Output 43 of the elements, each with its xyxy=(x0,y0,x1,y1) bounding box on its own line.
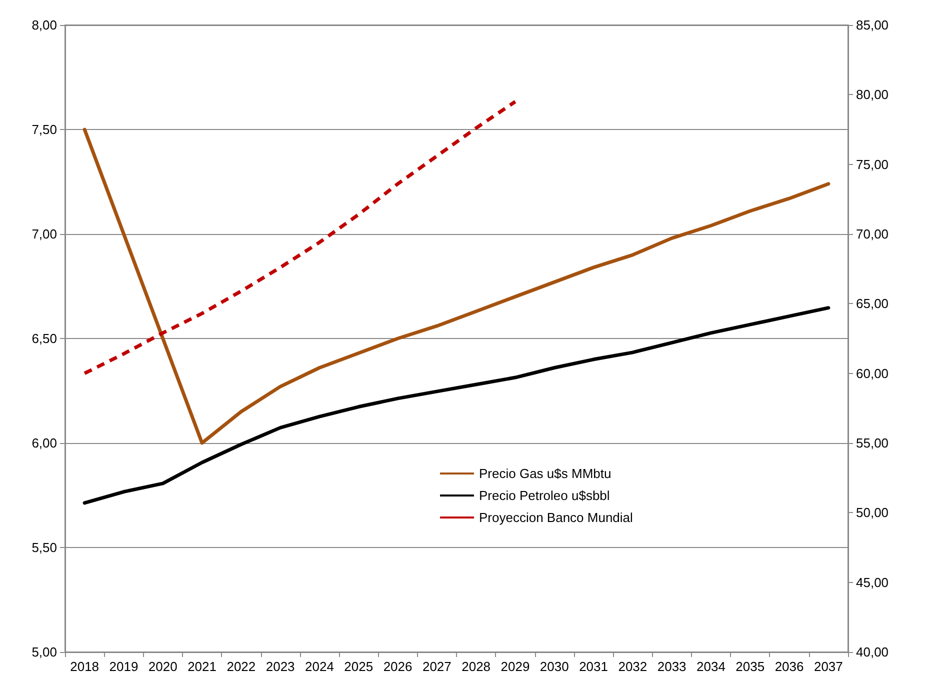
legend-label: Precio Gas u$s MMbtu xyxy=(479,466,612,481)
x-tick-label: 2023 xyxy=(266,659,295,674)
x-tick-label: 2028 xyxy=(462,659,491,674)
x-tick-label: 2025 xyxy=(344,659,374,674)
line-series xyxy=(82,306,830,505)
x-tick-label: 2032 xyxy=(618,659,648,674)
legend-label: Proyeccion Banco Mundial xyxy=(479,510,634,525)
y2-tick-label: 50,00 xyxy=(856,505,889,520)
x-tick-label: 2018 xyxy=(70,659,100,674)
y-tick-label: 6,00 xyxy=(32,436,57,450)
x-tick-label: 2021 xyxy=(188,659,216,674)
line-series xyxy=(82,100,517,376)
x-tick-label: 2027 xyxy=(422,659,452,674)
line-series xyxy=(82,128,830,445)
x-tick-label: 2037 xyxy=(814,659,843,674)
y-tick-label: 7,00 xyxy=(32,226,57,242)
x-tick-label: 2029 xyxy=(500,659,530,674)
x-tick-label: 2024 xyxy=(305,659,334,674)
x-tick-label: 2030 xyxy=(540,659,569,674)
x-tick-label: 2020 xyxy=(148,659,178,674)
y2-tick-label: 85,00 xyxy=(856,18,889,32)
y2-tick-label: 55,00 xyxy=(856,436,889,450)
x-tick-label: 2022 xyxy=(226,659,256,674)
x-tick-label: 2036 xyxy=(774,659,804,674)
y2-tick-label: 60,00 xyxy=(856,366,889,381)
y2-tick-label: 40,00 xyxy=(856,644,889,660)
legend-label: Precio Petroleo u$sbbl xyxy=(479,488,610,503)
y2-tick-label: 80,00 xyxy=(856,87,889,102)
x-tick-label: 2033 xyxy=(657,659,686,674)
y2-tick-label: 75,00 xyxy=(856,156,889,172)
y-tick-label: 8,00 xyxy=(32,18,57,32)
y-tick-label: 5,00 xyxy=(32,644,57,660)
y-tick-label: 6,50 xyxy=(32,331,57,346)
x-tick-label: 2035 xyxy=(736,659,765,674)
x-tick-label: 2031 xyxy=(579,659,608,674)
x-tick-label: 2026 xyxy=(383,659,412,674)
x-tick-label: 2019 xyxy=(109,659,138,674)
y-tick-label: 5,50 xyxy=(32,540,57,555)
y2-tick-label: 70,00 xyxy=(856,226,889,242)
y-tick-label: 7,50 xyxy=(32,122,57,137)
y2-tick-label: 65,00 xyxy=(856,296,889,312)
x-tick-label: 2034 xyxy=(696,659,726,674)
y2-tick-label: 45,00 xyxy=(856,574,889,590)
